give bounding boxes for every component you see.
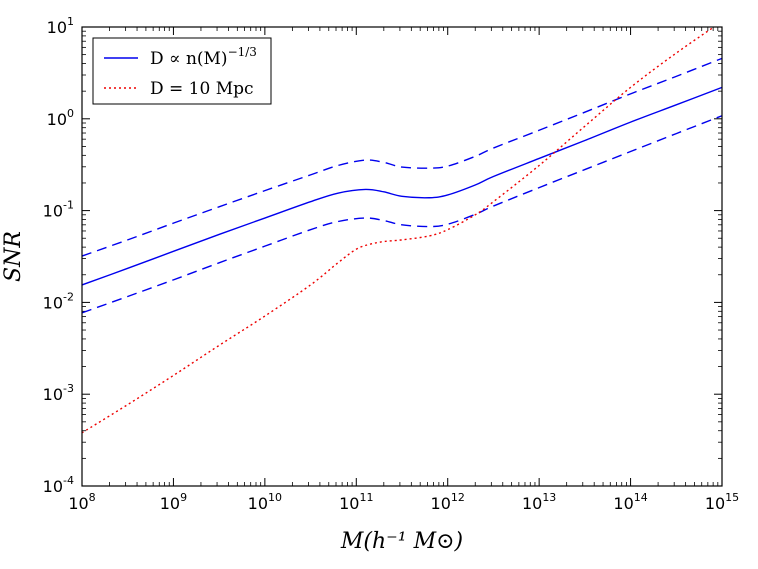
x-tick-label: 1011: [339, 491, 373, 513]
y-tick-label: 101: [47, 15, 74, 37]
y-tick-label-base: 10: [47, 18, 67, 37]
x-tick-label-exp: 11: [359, 491, 373, 504]
x-tick-label: 1012: [431, 491, 465, 513]
x-tick-label-base: 10: [613, 494, 633, 513]
y-tick-label-base: 10: [43, 202, 63, 221]
series-line-lower-bound: [82, 115, 722, 314]
y-tick-label: 10-2: [43, 290, 74, 312]
y-tick-label-exp: 0: [67, 107, 74, 120]
x-tick-label-exp: 15: [725, 491, 739, 504]
y-tick-label-exp: -1: [63, 199, 74, 212]
y-tick-label: 10-1: [43, 199, 74, 221]
series-line-upper-bound: [82, 57, 722, 257]
legend-box: [92, 37, 272, 105]
x-tick-label-exp: 8: [89, 491, 96, 504]
tick-labels: 108 109 1010 1011 1012 1013 1014 101510-410-310…: [43, 15, 740, 513]
x-tick-label-base: 10: [339, 494, 359, 513]
legend-label-density-scaled: D ∝ n(M)−1/3: [150, 45, 257, 69]
x-tick-label-base: 10: [248, 494, 268, 513]
plot-frame: [81, 26, 723, 487]
y-tick-label-base: 10: [43, 293, 63, 312]
series-line-d-n-m-1-3: [82, 86, 722, 286]
x-tick-label: 1013: [522, 491, 556, 513]
x-tick-label: 108: [68, 491, 95, 513]
x-tick-label-exp: 13: [542, 491, 556, 504]
y-tick-label-base: 10: [43, 477, 63, 496]
y-tick-label-base: 10: [43, 385, 63, 404]
x-tick-label-base: 10: [68, 494, 88, 513]
y-tick-label-exp: 1: [67, 15, 74, 28]
x-tick-label: 1010: [248, 491, 282, 513]
x-tick-label-base: 10: [522, 494, 542, 513]
y-tick-label-base: 10: [47, 110, 67, 129]
ticks-layer: [81, 26, 723, 487]
x-tick-label-base: 10: [431, 494, 451, 513]
y-tick-label-exp: -3: [63, 382, 74, 395]
y-axis-label: SNR: [1, 231, 26, 282]
series-layer: [82, 27, 722, 434]
y-tick-label-exp: -2: [63, 290, 74, 303]
x-tick-label: 1015: [705, 491, 739, 513]
x-tick-label-base: 10: [705, 494, 725, 513]
legend-label-density-scaled-main: D ∝ n(M): [150, 49, 228, 69]
y-tick-label-exp: -4: [63, 474, 74, 487]
x-tick-label-exp: 9: [180, 491, 187, 504]
legend-label-density-scaled-exp: −1/3: [228, 45, 257, 59]
legend: D ∝ n(M)−1/3 D = 10 Mpc: [92, 37, 272, 105]
x-tick-label-exp: 14: [634, 491, 648, 504]
x-tick-label-exp: 12: [451, 491, 465, 504]
x-tick-label-base: 10: [160, 494, 180, 513]
x-tick-label-exp: 10: [268, 491, 282, 504]
y-tick-label: 10-4: [43, 474, 74, 496]
y-tick-label: 100: [47, 107, 74, 129]
series-line-d-10-mpc: [82, 27, 716, 434]
y-tick-label: 10-3: [43, 382, 74, 404]
x-tick-label: 1014: [613, 491, 647, 513]
x-axis-label: M(h⁻¹ M⊙): [340, 529, 463, 554]
legend-label-10mpc: D = 10 Mpc: [150, 79, 254, 99]
x-tick-label: 109: [160, 491, 187, 513]
